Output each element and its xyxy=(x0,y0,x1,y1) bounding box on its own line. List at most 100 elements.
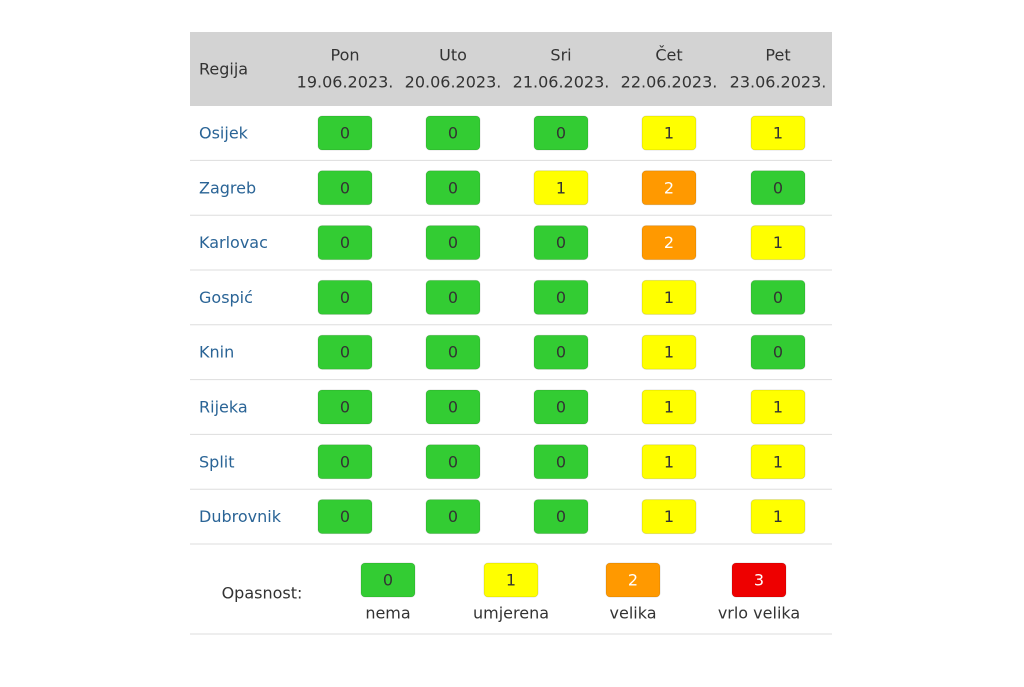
legend-item-label: umjerena xyxy=(473,604,549,623)
level-value: 0 xyxy=(448,398,458,417)
legend-badge xyxy=(731,562,787,598)
level-badge xyxy=(533,170,589,206)
level-value: 0 xyxy=(448,507,458,526)
legend-label: Opasnost: xyxy=(222,584,303,603)
level-badge xyxy=(425,225,481,261)
level-badge xyxy=(425,389,481,425)
level-badge xyxy=(533,499,589,535)
level-badge xyxy=(750,225,806,261)
level-value: 0 xyxy=(556,507,566,526)
level-value: 0 xyxy=(556,288,566,307)
day-date: 21.06.2023. xyxy=(513,73,610,92)
region region-name[interactable]: Gospić xyxy=(199,288,253,307)
level-value: 0 xyxy=(773,288,783,307)
region region-name[interactable]: Rijeka xyxy=(199,398,248,417)
level-badge xyxy=(533,279,589,315)
level-value: 0 xyxy=(773,178,783,197)
level-badge xyxy=(641,279,697,315)
level-value: 0 xyxy=(340,507,350,526)
level-badge xyxy=(425,499,481,535)
region region-name[interactable]: Knin xyxy=(199,343,234,362)
level-badge xyxy=(317,499,373,535)
level-value: 0 xyxy=(448,124,458,143)
level-value: 1 xyxy=(773,233,783,252)
level-value: 1 xyxy=(664,124,674,143)
level-value: 0 xyxy=(556,124,566,143)
level-value: 0 xyxy=(340,452,350,471)
level-badge xyxy=(750,279,806,315)
level-value: 0 xyxy=(556,452,566,471)
level-badge xyxy=(750,389,806,425)
region region-name[interactable]: Split xyxy=(199,452,234,471)
level-value: 1 xyxy=(773,398,783,417)
day-name: Sri xyxy=(550,46,571,65)
level-value: 2 xyxy=(664,233,674,252)
table-header-background xyxy=(190,32,832,106)
level-badge xyxy=(533,389,589,425)
level-value: 0 xyxy=(556,343,566,362)
day-date: 22.06.2023. xyxy=(621,73,718,92)
level-badge xyxy=(425,279,481,315)
level-badge xyxy=(641,444,697,480)
level-value: 0 xyxy=(556,398,566,417)
region-header: Regija xyxy=(199,60,248,79)
region region-name[interactable]: Zagreb xyxy=(199,178,256,197)
level-badge xyxy=(641,499,697,535)
legend-value: 0 xyxy=(383,571,393,590)
day-date: 23.06.2023. xyxy=(730,73,827,92)
level-badge xyxy=(750,115,806,151)
level-badge xyxy=(750,170,806,206)
level-badge xyxy=(641,225,697,261)
level-badge xyxy=(533,225,589,261)
level-value: 0 xyxy=(448,233,458,252)
level-value: 0 xyxy=(448,343,458,362)
level-value: 0 xyxy=(340,178,350,197)
legend-badge xyxy=(360,562,416,598)
legend-item-label: vrlo velika xyxy=(718,604,800,623)
level-badge xyxy=(641,389,697,425)
level-value: 1 xyxy=(556,178,566,197)
day-name: Pon xyxy=(330,46,359,65)
level-badge xyxy=(750,334,806,370)
level-value: 0 xyxy=(448,452,458,471)
level-value: 1 xyxy=(664,398,674,417)
level-badge xyxy=(425,115,481,151)
level-badge xyxy=(425,170,481,206)
legend-value: 1 xyxy=(506,571,516,590)
level-badge xyxy=(317,115,373,151)
legend-value: 2 xyxy=(628,571,638,590)
day-date: 19.06.2023. xyxy=(297,73,394,92)
level-badge xyxy=(425,334,481,370)
level-value: 0 xyxy=(340,233,350,252)
level-value: 1 xyxy=(664,452,674,471)
legend-badge xyxy=(483,562,539,598)
level-value: 1 xyxy=(773,124,783,143)
level-badge xyxy=(317,389,373,425)
level-badge xyxy=(317,170,373,206)
legend-badge xyxy=(605,562,661,598)
day-name: Pet xyxy=(765,46,790,65)
level-value: 1 xyxy=(664,288,674,307)
legend-item-label: velika xyxy=(610,604,657,623)
legend-item-label: nema xyxy=(365,604,410,623)
region region-name[interactable]: Karlovac xyxy=(199,233,268,252)
level-badge xyxy=(317,334,373,370)
level-value: 0 xyxy=(448,288,458,307)
region region-name[interactable]: Dubrovnik xyxy=(199,507,282,526)
level-badge xyxy=(533,115,589,151)
level-badge xyxy=(750,444,806,480)
level-badge xyxy=(750,499,806,535)
day-name: Uto xyxy=(439,46,467,65)
level-badge xyxy=(533,334,589,370)
level-badge xyxy=(425,444,481,480)
level-value: 0 xyxy=(340,398,350,417)
level-value: 1 xyxy=(773,507,783,526)
level-badge xyxy=(533,444,589,480)
level-value: 0 xyxy=(448,178,458,197)
level-value: 0 xyxy=(340,124,350,143)
level-value: 1 xyxy=(773,452,783,471)
legend-value: 3 xyxy=(754,571,764,590)
day-name: Čet xyxy=(655,46,682,65)
region region-name[interactable]: Osijek xyxy=(199,124,249,143)
